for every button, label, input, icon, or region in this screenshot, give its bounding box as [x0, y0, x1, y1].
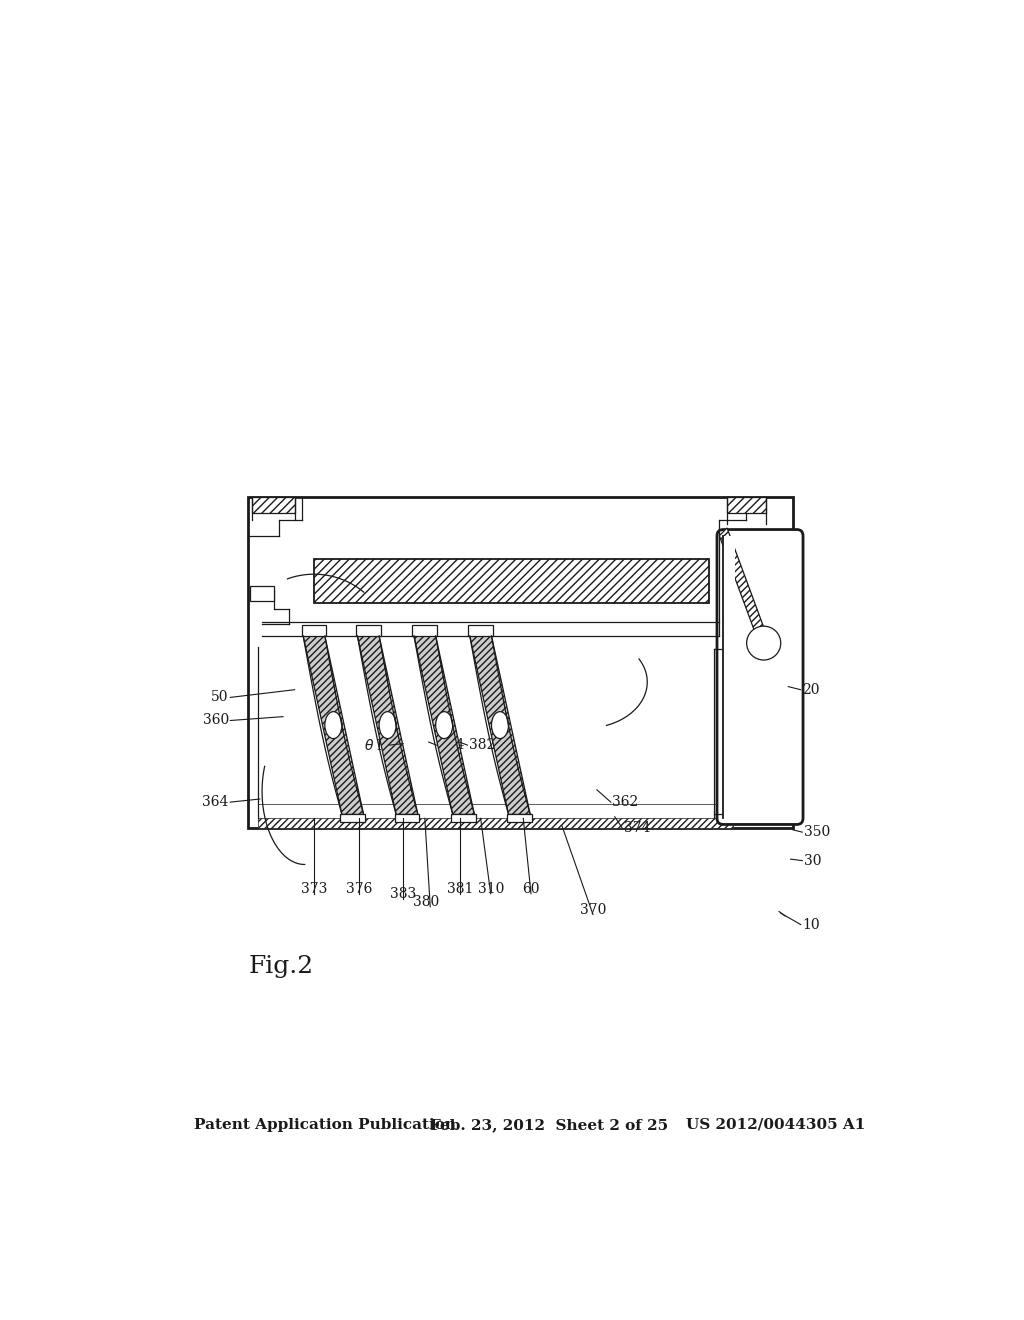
- Text: 384: 384: [438, 738, 464, 752]
- Ellipse shape: [379, 711, 396, 739]
- Bar: [723, 536, 735, 818]
- Text: 310: 310: [477, 882, 504, 896]
- Text: 10: 10: [802, 917, 820, 932]
- Bar: [314, 558, 710, 603]
- Text: 60: 60: [522, 882, 540, 896]
- Text: 50: 50: [211, 690, 228, 705]
- Text: 374: 374: [624, 821, 650, 836]
- Text: 20: 20: [802, 682, 820, 697]
- Polygon shape: [303, 636, 364, 814]
- Text: 383: 383: [390, 887, 416, 902]
- Bar: [258, 817, 733, 829]
- Text: 350: 350: [804, 825, 830, 840]
- Text: 30: 30: [804, 854, 821, 867]
- Ellipse shape: [435, 711, 453, 739]
- Bar: [727, 498, 766, 512]
- Text: 370: 370: [580, 903, 606, 917]
- Bar: [468, 626, 493, 636]
- Bar: [394, 814, 420, 822]
- Polygon shape: [414, 636, 474, 814]
- Bar: [452, 814, 476, 822]
- Bar: [251, 586, 273, 601]
- Ellipse shape: [492, 711, 509, 739]
- Bar: [248, 498, 793, 829]
- Text: Fig.2: Fig.2: [248, 956, 313, 978]
- Text: 360: 360: [203, 714, 228, 727]
- Text: US 2012/0044305 A1: US 2012/0044305 A1: [686, 1118, 865, 1131]
- Text: Feb. 23, 2012  Sheet 2 of 25: Feb. 23, 2012 Sheet 2 of 25: [430, 1118, 669, 1131]
- Text: 381: 381: [446, 882, 473, 896]
- Bar: [340, 814, 366, 822]
- Polygon shape: [719, 528, 770, 651]
- Bar: [258, 804, 719, 818]
- Polygon shape: [470, 636, 530, 814]
- FancyBboxPatch shape: [717, 529, 803, 825]
- Circle shape: [746, 626, 780, 660]
- Text: 380: 380: [414, 895, 439, 909]
- Text: Patent Application Publication: Patent Application Publication: [194, 1118, 456, 1131]
- Text: 376: 376: [346, 882, 372, 896]
- Ellipse shape: [325, 711, 342, 739]
- Bar: [252, 498, 295, 512]
- Bar: [302, 626, 327, 636]
- Text: 362: 362: [612, 795, 639, 809]
- Text: 364: 364: [203, 795, 228, 809]
- Text: $\theta$ h: $\theta$ h: [365, 738, 388, 752]
- Bar: [356, 626, 381, 636]
- Bar: [413, 626, 437, 636]
- Text: 382: 382: [469, 738, 496, 752]
- Bar: [507, 814, 531, 822]
- Polygon shape: [357, 636, 418, 814]
- Text: 373: 373: [301, 882, 328, 896]
